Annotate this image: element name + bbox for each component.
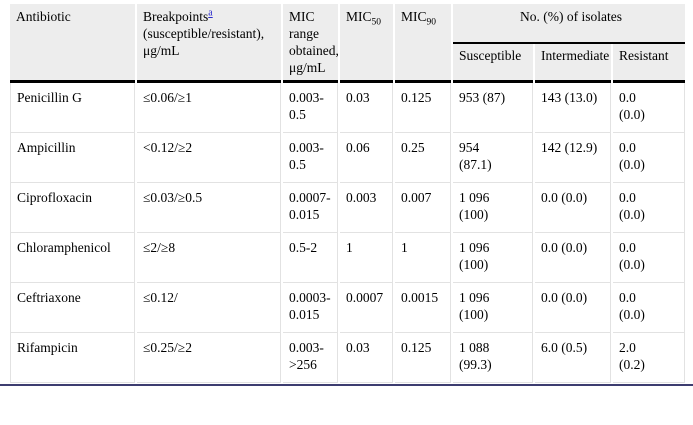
col-header-breakpoints: Breakpointsa (susceptible/resistant), μg… [137, 4, 281, 83]
susceptible-label: Susceptible [459, 47, 522, 63]
cell-mic90: 1 [395, 233, 451, 283]
cell-mic50: 0.003 [340, 183, 393, 233]
intermediate-label: Intermediate [541, 47, 610, 63]
cell-mic90: 0.125 [395, 333, 451, 383]
table-row: Penicillin G ≤0.06/≥1 0.003-0.5 0.03 0.1… [10, 83, 685, 133]
cell-breakpoints: ≤0.25/≥2 [137, 333, 281, 383]
cell-susceptible: 1 088 (99.3) [453, 333, 533, 383]
cell-mic-range: 0.003-0.5 [283, 83, 338, 133]
table-bottom-rule [0, 384, 693, 386]
cell-antibiotic: Ceftriaxone [10, 283, 135, 333]
page: Antibiotic Breakpointsa (susceptible/res… [0, 4, 693, 386]
col-header-resistant: Resistant [613, 43, 685, 83]
col-header-mic-range-label: MIC range obtained, μg/mL [289, 9, 339, 75]
breakpoints-footnote-link[interactable]: a [208, 7, 213, 19]
cell-breakpoints: ≤2/≥8 [137, 233, 281, 283]
cell-breakpoints: ≤0.03/≥0.5 [137, 183, 281, 233]
col-header-mic50-label: MIC [346, 9, 372, 24]
header-row-sub: Susceptible Intermediate Resistant [10, 43, 685, 83]
cell-susceptible: 1 096 (100) [453, 233, 533, 283]
cell-mic-range: 0.5-2 [283, 233, 338, 283]
table-row: Ampicillin <0.12/≥2 0.003-0.5 0.06 0.25 … [10, 133, 685, 183]
cell-intermediate: 142 (12.9) [535, 133, 611, 183]
header-row-main: Antibiotic Breakpointsa (susceptible/res… [10, 4, 685, 83]
cell-intermediate: 0.0 (0.0) [535, 183, 611, 233]
cell-susceptible: 953 (87) [453, 83, 533, 133]
resistant-label: Resistant [619, 47, 669, 63]
col-header-mic50: MIC50 [340, 4, 393, 83]
col-header-breakpoints-units: (susceptible/resistant), μg/mL [143, 26, 265, 58]
cell-mic50: 1 [340, 233, 393, 283]
cell-susceptible: 1 096 (100) [453, 183, 533, 233]
col-header-antibiotic: Antibiotic [10, 4, 135, 83]
col-header-intermediate: Intermediate [535, 43, 611, 83]
isolates-group-label: No. (%) of isolates [520, 9, 622, 24]
cell-resistant: 0.0 (0.0) [613, 183, 685, 233]
table-row: Ciprofloxacin ≤0.03/≥0.5 0.0007-0.015 0.… [10, 183, 685, 233]
cell-mic-range: 0.003->256 [283, 333, 338, 383]
cell-antibiotic: Penicillin G [10, 83, 135, 133]
cell-intermediate: 0.0 (0.0) [535, 233, 611, 283]
cell-mic90: 0.25 [395, 133, 451, 183]
cell-mic-range: 0.0003-0.015 [283, 283, 338, 333]
cell-intermediate: 6.0 (0.5) [535, 333, 611, 383]
cell-mic50: 0.03 [340, 333, 393, 383]
col-header-mic90: MIC90 [395, 4, 451, 83]
cell-antibiotic: Rifampicin [10, 333, 135, 383]
cell-resistant: 2.0 (0.2) [613, 333, 685, 383]
cell-breakpoints: ≤0.12/ [137, 283, 281, 333]
cell-mic50: 0.03 [340, 83, 393, 133]
table-row: Ceftriaxone ≤0.12/ 0.0003-0.015 0.0007 0… [10, 283, 685, 333]
col-header-susceptible: Susceptible [453, 43, 533, 83]
cell-mic-range: 0.003-0.5 [283, 133, 338, 183]
cell-resistant: 0.0 (0.0) [613, 133, 685, 183]
antibiotic-susceptibility-table: Antibiotic Breakpointsa (susceptible/res… [8, 4, 687, 383]
cell-mic-range: 0.0007-0.015 [283, 183, 338, 233]
cell-resistant: 0.0 (0.0) [613, 283, 685, 333]
cell-susceptible: 1 096 (100) [453, 283, 533, 333]
mic50-subscript: 50 [371, 17, 382, 28]
cell-mic50: 0.0007 [340, 283, 393, 333]
table-row: Rifampicin ≤0.25/≥2 0.003->256 0.03 0.12… [10, 333, 685, 383]
cell-mic90: 0.0015 [395, 283, 451, 333]
cell-resistant: 0.0 (0.0) [613, 83, 685, 133]
cell-mic90: 0.125 [395, 83, 451, 133]
cell-mic50: 0.06 [340, 133, 393, 183]
col-header-isolates-group: No. (%) of isolates [453, 4, 685, 44]
col-header-mic-range: MIC range obtained, μg/mL [283, 4, 339, 83]
table-row: Chloramphenicol ≤2/≥8 0.5-2 1 1 1 096 (1… [10, 233, 685, 283]
cell-breakpoints: ≤0.06/≥1 [137, 83, 281, 133]
cell-breakpoints: <0.12/≥2 [137, 133, 281, 183]
cell-antibiotic: Ampicillin [10, 133, 135, 183]
cell-antibiotic: Ciprofloxacin [10, 183, 135, 233]
cell-antibiotic: Chloramphenicol [10, 233, 135, 283]
cell-intermediate: 0.0 (0.0) [535, 283, 611, 333]
cell-intermediate: 143 (13.0) [535, 83, 611, 133]
mic90-subscript: 90 [426, 17, 437, 28]
cell-resistant: 0.0 (0.0) [613, 233, 685, 283]
col-header-antibiotic-label: Antibiotic [16, 9, 71, 24]
cell-mic90: 0.007 [395, 183, 451, 233]
col-header-mic90-label: MIC [401, 9, 427, 24]
col-header-breakpoints-label: Breakpoints [143, 9, 209, 24]
cell-susceptible: 954 (87.1) [453, 133, 533, 183]
